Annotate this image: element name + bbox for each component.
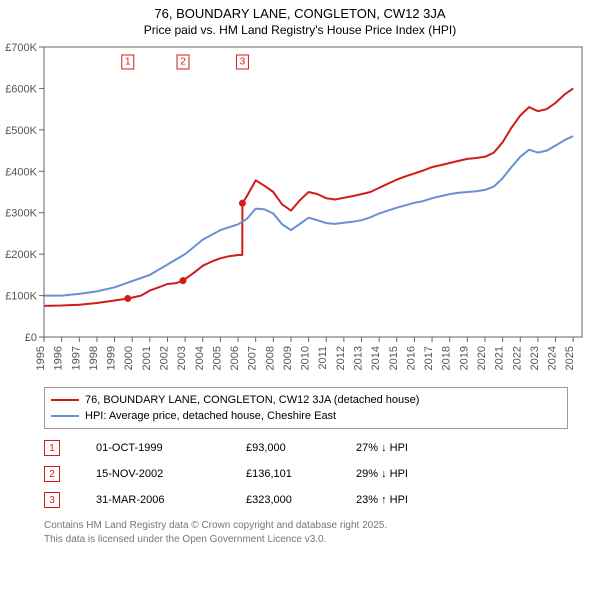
- svg-text:2023: 2023: [529, 346, 541, 370]
- svg-text:2013: 2013: [353, 346, 365, 370]
- svg-text:£0: £0: [25, 332, 37, 344]
- svg-text:2000: 2000: [123, 346, 135, 370]
- svg-text:£400K: £400K: [5, 166, 37, 178]
- legend-label-hpi: HPI: Average price, detached house, Ches…: [85, 410, 336, 422]
- legend-swatch-property: [51, 399, 79, 401]
- svg-text:2005: 2005: [211, 346, 223, 370]
- svg-text:2019: 2019: [458, 346, 470, 370]
- legend-label-property: 76, BOUNDARY LANE, CONGLETON, CW12 3JA (…: [85, 394, 419, 406]
- svg-text:£600K: £600K: [5, 83, 37, 95]
- svg-text:3: 3: [240, 57, 246, 68]
- svg-text:1996: 1996: [53, 346, 65, 370]
- sale-marker-3: 3: [44, 492, 60, 508]
- line-chart-svg: £0 £100K £200K £300K £400K £500K £600K £700K 199…: [0, 41, 600, 381]
- svg-text:2025: 2025: [564, 346, 576, 370]
- sales-row: 1 01-OCT-1999 £93,000 27% ↓ HPI: [44, 435, 600, 461]
- sales-table: 1 01-OCT-1999 £93,000 27% ↓ HPI 2 15-NOV…: [44, 435, 600, 513]
- sale-date: 31-MAR-2006: [96, 494, 246, 506]
- svg-text:2009: 2009: [282, 346, 294, 370]
- legend-item-hpi: HPI: Average price, detached house, Ches…: [51, 408, 561, 424]
- svg-text:1998: 1998: [88, 346, 100, 370]
- svg-text:2003: 2003: [176, 346, 188, 370]
- svg-text:2007: 2007: [247, 346, 259, 370]
- svg-text:2011: 2011: [317, 346, 329, 370]
- attribution-line1: Contains HM Land Registry data © Crown c…: [44, 519, 600, 533]
- svg-text:2022: 2022: [511, 346, 523, 370]
- svg-text:1999: 1999: [106, 346, 118, 370]
- svg-text:£100K: £100K: [5, 291, 37, 303]
- sales-row: 2 15-NOV-2002 £136,101 29% ↓ HPI: [44, 461, 600, 487]
- sales-row: 3 31-MAR-2006 £323,000 23% ↑ HPI: [44, 487, 600, 513]
- chart-area: £0 £100K £200K £300K £400K £500K £600K £700K 199…: [0, 41, 600, 381]
- attribution-text: Contains HM Land Registry data © Crown c…: [44, 519, 600, 546]
- svg-text:2004: 2004: [194, 346, 206, 370]
- svg-text:2006: 2006: [229, 346, 241, 370]
- svg-text:2001: 2001: [141, 346, 153, 370]
- sale-price: £93,000: [246, 442, 356, 454]
- svg-text:2015: 2015: [388, 346, 400, 370]
- svg-text:2018: 2018: [441, 346, 453, 370]
- svg-text:2017: 2017: [423, 346, 435, 370]
- sale-delta: 29% ↓ HPI: [356, 468, 476, 480]
- chart-title-line2: Price paid vs. HM Land Registry's House …: [0, 23, 600, 37]
- sale-marker-1: 1: [44, 440, 60, 456]
- svg-text:£300K: £300K: [5, 208, 37, 220]
- svg-text:2012: 2012: [335, 346, 347, 370]
- attribution-line2: This data is licensed under the Open Gov…: [44, 533, 600, 547]
- sale-date: 15-NOV-2002: [96, 468, 246, 480]
- sale-marker-2: 2: [44, 466, 60, 482]
- sale-date: 01-OCT-1999: [96, 442, 246, 454]
- svg-text:2014: 2014: [370, 346, 382, 370]
- svg-text:2024: 2024: [547, 346, 559, 370]
- legend-item-property: 76, BOUNDARY LANE, CONGLETON, CW12 3JA (…: [51, 392, 561, 408]
- legend-swatch-hpi: [51, 415, 79, 417]
- svg-text:2020: 2020: [476, 346, 488, 370]
- sale-delta: 23% ↑ HPI: [356, 494, 476, 506]
- svg-text:2: 2: [180, 57, 186, 68]
- svg-text:2016: 2016: [405, 346, 417, 370]
- svg-text:2021: 2021: [494, 346, 506, 370]
- svg-text:2002: 2002: [158, 346, 170, 370]
- svg-text:£200K: £200K: [5, 249, 37, 261]
- svg-text:1995: 1995: [35, 346, 47, 370]
- sale-price: £136,101: [246, 468, 356, 480]
- sale-price: £323,000: [246, 494, 356, 506]
- svg-text:£500K: £500K: [5, 125, 37, 137]
- svg-text:£700K: £700K: [5, 42, 37, 54]
- svg-text:2008: 2008: [264, 346, 276, 370]
- svg-text:1997: 1997: [70, 346, 82, 370]
- sale-delta: 27% ↓ HPI: [356, 442, 476, 454]
- chart-title-line1: 76, BOUNDARY LANE, CONGLETON, CW12 3JA: [0, 6, 600, 21]
- legend-box: 76, BOUNDARY LANE, CONGLETON, CW12 3JA (…: [44, 387, 568, 429]
- svg-text:1: 1: [125, 57, 131, 68]
- svg-text:2010: 2010: [300, 346, 312, 370]
